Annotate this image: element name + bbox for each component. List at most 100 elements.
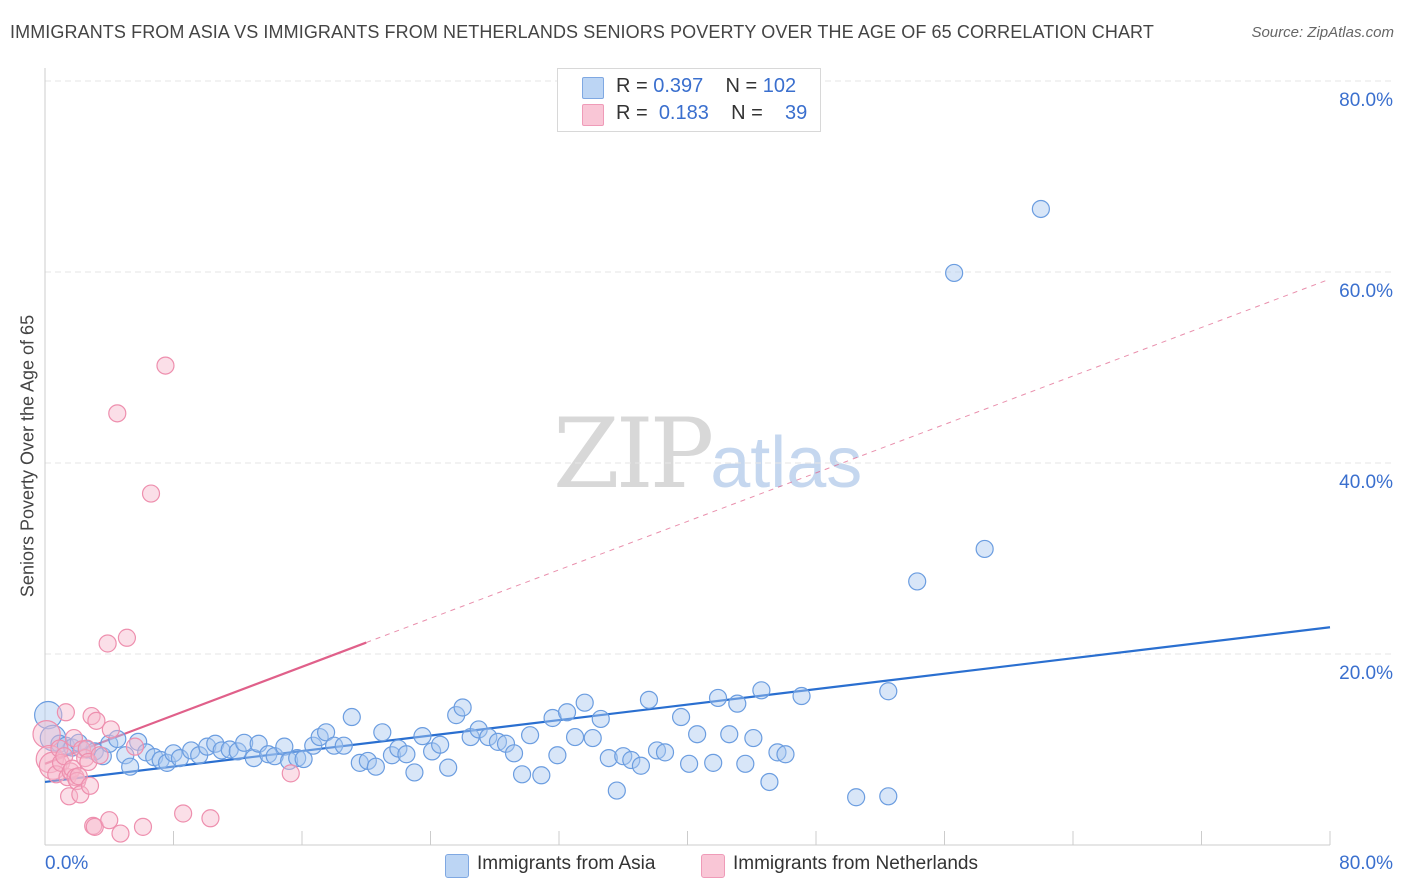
- data-point-asia: [776, 745, 795, 764]
- data-point-netherlands: [100, 811, 119, 830]
- data-point-asia: [607, 781, 626, 800]
- data-point-asia: [720, 725, 739, 744]
- axes: [44, 68, 1331, 846]
- bottom-legend-label-netherlands: Immigrants from Netherlands: [733, 853, 978, 874]
- data-point-netherlands: [32, 720, 61, 749]
- data-point-netherlands: [111, 824, 130, 843]
- data-point-asia: [405, 763, 424, 782]
- bottom-legend-swatch-asia: [445, 854, 469, 878]
- y-tick-label: 40.0%: [1339, 472, 1393, 493]
- legend-r-value: 0.397: [653, 75, 704, 97]
- data-point-asia: [680, 754, 699, 773]
- data-point-asia: [744, 728, 763, 748]
- data-point-asia: [792, 686, 811, 706]
- data-point-netherlands: [125, 737, 145, 756]
- series-netherlands-points: [32, 356, 300, 843]
- data-point-asia: [622, 750, 641, 770]
- data-point-netherlands: [117, 628, 137, 647]
- data-point-asia: [557, 703, 577, 722]
- bottom-legend-label-asia: Immigrants from Asia: [477, 853, 656, 874]
- data-point-asia: [736, 754, 755, 773]
- legend-n-value: 39: [785, 102, 808, 124]
- data-point-asia: [688, 725, 707, 744]
- legend-n-label: N =: [731, 102, 763, 124]
- data-point-asia: [565, 727, 585, 747]
- data-point-asia: [760, 772, 779, 792]
- data-point-asia: [639, 690, 659, 709]
- y-tick-label: 80.0%: [1339, 90, 1393, 111]
- data-point-asia: [599, 748, 618, 768]
- data-point-asia: [431, 735, 450, 754]
- data-point-asia: [575, 693, 594, 712]
- data-point-asia: [447, 706, 466, 725]
- data-point-asia: [469, 720, 488, 739]
- data-point-asia: [382, 746, 402, 765]
- data-point-asia: [265, 747, 284, 766]
- data-point-asia: [275, 737, 294, 756]
- trend-lines: [44, 279, 1331, 784]
- data-point-asia: [108, 729, 127, 749]
- source-label: Source: ZipAtlas.com: [1251, 24, 1394, 41]
- data-point-netherlands: [156, 356, 175, 375]
- data-point-asia: [235, 733, 254, 752]
- data-point-netherlands: [56, 703, 75, 722]
- data-point-asia: [945, 263, 964, 283]
- data-point-asia: [244, 748, 263, 768]
- legend-n-label: N =: [725, 75, 758, 97]
- data-point-asia: [366, 757, 385, 776]
- data-point-asia: [728, 694, 747, 713]
- data-point-asia: [504, 744, 524, 763]
- data-point-asia: [288, 748, 307, 768]
- data-point-asia: [121, 757, 140, 776]
- legend-swatch-asia: [582, 77, 604, 99]
- correlation-legend: R = 0.397 N = 102 R = 0.183 N = 39: [557, 68, 821, 132]
- x-tick-label-max: 80.0%: [1339, 853, 1393, 874]
- legend-r-value: 0.183: [658, 102, 709, 124]
- data-point-asia: [342, 707, 361, 727]
- data-point-asia: [439, 758, 458, 777]
- data-point-asia: [373, 723, 392, 742]
- data-point-netherlands: [133, 817, 153, 836]
- data-point-asia: [1031, 199, 1050, 219]
- y-tick-label: 20.0%: [1339, 663, 1393, 684]
- data-point-netherlands: [79, 752, 98, 772]
- data-point-asia: [879, 787, 898, 806]
- x-tick-label-min: 0.0%: [45, 853, 88, 874]
- data-point-asia: [583, 728, 602, 748]
- legend-swatch-netherlands: [582, 104, 604, 126]
- data-point-asia: [591, 709, 610, 729]
- data-point-asia: [847, 788, 866, 807]
- data-point-netherlands: [87, 711, 106, 730]
- chart-title: IMMIGRANTS FROM ASIA VS IMMIGRANTS FROM …: [10, 22, 1154, 42]
- data-point-netherlands: [80, 776, 100, 795]
- data-point-asia: [631, 756, 651, 775]
- data-point-netherlands: [84, 816, 103, 836]
- data-point-asia: [397, 745, 416, 764]
- data-point-asia: [548, 746, 567, 765]
- data-point-netherlands: [141, 484, 161, 503]
- data-point-asia: [975, 539, 994, 559]
- data-point-netherlands: [108, 404, 127, 423]
- data-point-netherlands: [90, 746, 109, 765]
- data-point-asia: [655, 743, 675, 762]
- legend-n-value: 102: [762, 75, 797, 97]
- data-point-asia: [752, 681, 771, 700]
- data-point-asia: [520, 726, 540, 745]
- data-point-asia: [512, 765, 532, 784]
- tick-labels: 20.0% 40.0% 60.0% 80.0% 0.0% 80.0%: [45, 90, 1393, 874]
- trend-line-netherlands-extension: [366, 279, 1329, 644]
- data-point-netherlands: [47, 765, 66, 784]
- bottom-legend-swatch-netherlands: [701, 854, 725, 878]
- data-point-asia: [908, 572, 927, 591]
- data-point-asia: [708, 688, 728, 708]
- data-point-asia: [259, 745, 278, 764]
- series-asia-points: [34, 199, 1050, 807]
- y-tick-label: 60.0%: [1339, 281, 1393, 302]
- data-point-netherlands: [98, 634, 117, 653]
- data-point-asia: [704, 753, 723, 772]
- data-point-netherlands: [201, 809, 220, 828]
- data-point-asia: [671, 707, 691, 727]
- data-point-netherlands: [174, 804, 193, 823]
- data-point-asia: [479, 727, 498, 747]
